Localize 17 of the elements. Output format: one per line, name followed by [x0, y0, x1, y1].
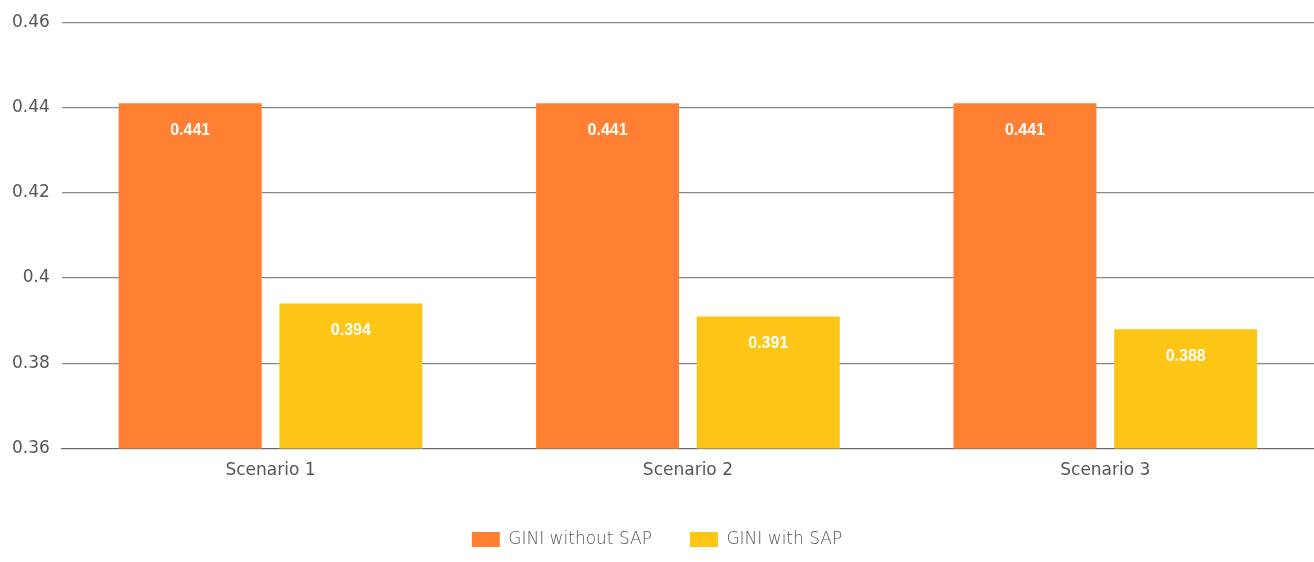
- data-label: 0.388: [1165, 346, 1206, 364]
- x-tick-label: Scenario 3: [1060, 459, 1151, 480]
- data-label: 0.441: [1004, 120, 1046, 138]
- y-tick-label: 0.42: [11, 181, 50, 202]
- data-label: 0.441: [587, 120, 628, 138]
- y-tick-label: 0.4: [22, 266, 50, 287]
- x-tick-label: Scenario 1: [225, 459, 316, 480]
- legend-label: GINI without SAP: [508, 527, 652, 548]
- x-tick-label: Scenario 2: [642, 459, 733, 480]
- data-label: 0.391: [748, 333, 789, 351]
- y-tick-label: 0.46: [11, 10, 50, 31]
- data-label: 0.441: [170, 120, 211, 138]
- y-tick-label: 0.36: [11, 437, 50, 458]
- y-tick-label: 0.38: [11, 351, 50, 372]
- y-tick-label: 0.44: [11, 95, 50, 116]
- data-label: 0.394: [330, 321, 372, 339]
- legend-label: GINI with SAP: [726, 527, 843, 548]
